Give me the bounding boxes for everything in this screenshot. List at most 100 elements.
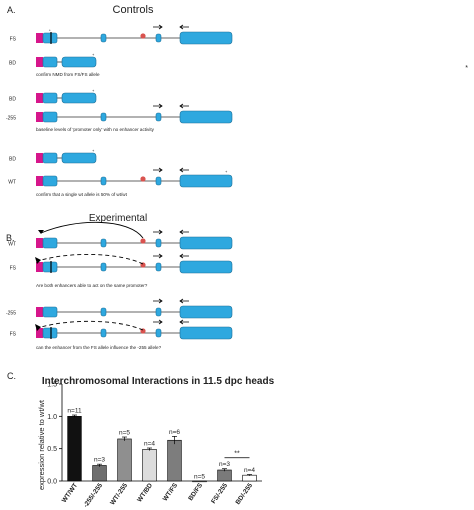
exon-2 xyxy=(100,262,107,272)
n-label: n=6 xyxy=(169,429,180,436)
forward-primer-arrow xyxy=(153,253,163,259)
exon-3 xyxy=(155,307,162,317)
category-label: WT/WT xyxy=(61,482,79,504)
exon-3 xyxy=(155,328,162,338)
enhancer-interaction-arc xyxy=(40,221,144,239)
enhancer-dot xyxy=(140,33,146,39)
exon-4 xyxy=(179,260,233,274)
promoter-box xyxy=(36,112,43,122)
chart-title: Interchromosomal Interactions in 11.5 dp… xyxy=(42,376,275,387)
n-label: n=3 xyxy=(219,461,230,468)
bar-6 xyxy=(217,469,232,482)
caption: baseline levels of 'promoter only' with … xyxy=(36,127,155,132)
reverse-primer-arrow xyxy=(179,319,189,325)
marker-dot: + xyxy=(225,169,228,174)
marker-dot: + xyxy=(92,88,95,93)
promoter-box xyxy=(36,93,43,103)
exon-3 xyxy=(155,262,162,272)
promoter-box xyxy=(36,328,43,338)
exon-2 xyxy=(100,238,107,248)
row-label: BD xyxy=(9,157,16,163)
exon-2 xyxy=(100,33,107,43)
promoter-box xyxy=(36,238,43,248)
forward-primer-arrow xyxy=(153,24,163,30)
row-label: FS xyxy=(10,266,17,272)
exon-4 xyxy=(179,110,233,124)
arc-arrowhead xyxy=(38,230,44,234)
gene-row-2-1: WT + xyxy=(8,167,233,188)
significance-label: ** xyxy=(234,451,240,458)
gene-row-e0-1: FS * xyxy=(10,253,233,274)
marker-dot: + xyxy=(92,148,95,153)
reverse-primer-arrow xyxy=(179,253,189,259)
exon-2 xyxy=(100,328,107,338)
gene-row-1-0: BD + xyxy=(9,88,97,104)
exon-4 xyxy=(179,236,233,250)
bar-1 xyxy=(92,465,107,482)
forward-primer-arrow xyxy=(153,229,163,235)
enhancer-dashed-arc xyxy=(40,253,144,265)
gene-row-0-0: FS * xyxy=(10,24,233,45)
exon-3 xyxy=(155,33,162,43)
controls-title: Controls xyxy=(113,4,154,16)
exon-1 xyxy=(42,261,58,273)
row-label: BD xyxy=(9,97,16,103)
promoter-box xyxy=(36,33,43,43)
panel-c-label: C. xyxy=(7,371,16,381)
exon-1 xyxy=(42,56,58,68)
reverse-primer-arrow xyxy=(179,298,189,304)
bar-0 xyxy=(67,416,82,482)
exon-1 xyxy=(42,111,58,123)
exon-1 xyxy=(42,32,58,44)
promoter-box xyxy=(36,262,43,272)
y-tick-label: 1.0 xyxy=(47,414,57,421)
experimental-schematics: WT FS * Are both enhancers able to act on t… xyxy=(6,221,233,350)
panel-a-label: A. xyxy=(7,5,16,15)
caption: confirm NMD from FS/FS allele xyxy=(36,72,100,77)
marker-dot: + xyxy=(92,52,95,57)
forward-primer-arrow xyxy=(153,319,163,325)
arc-arrowhead xyxy=(35,257,41,264)
gene-row-0-1: BD + xyxy=(9,52,97,68)
gene-row-1-1: -255 xyxy=(6,103,233,124)
forward-primer-arrow xyxy=(153,167,163,173)
exon-4 xyxy=(179,326,233,340)
enhancer-dot xyxy=(140,238,146,244)
gene-row-2-0: BD + xyxy=(9,148,97,164)
forward-primer-arrow xyxy=(153,298,163,304)
side-mark: * xyxy=(465,65,468,72)
exon-2-fused xyxy=(61,92,97,104)
n-label: n=5 xyxy=(194,474,205,481)
exon-1 xyxy=(42,152,58,164)
y-tick-label: 0.5 xyxy=(47,446,57,453)
experimental-title: Experimental xyxy=(89,213,147,224)
exon-3 xyxy=(155,176,162,186)
bar-chart: Interchromosomal Interactions in 11.5 dp… xyxy=(37,376,275,509)
panel-b-label: B. xyxy=(6,233,15,243)
caption: Are both enhancers able to act on the sa… xyxy=(36,283,148,288)
y-tick-label: 0.0 xyxy=(47,479,57,486)
category-label: -255/-255 xyxy=(82,482,104,509)
exon-1 xyxy=(42,237,58,249)
chart-y-label: expression relative to wt/wt xyxy=(37,399,46,490)
exon-1 xyxy=(42,327,58,339)
n-label: n=4 xyxy=(244,467,255,474)
row-label: -255 xyxy=(6,311,16,317)
enhancer-dot xyxy=(140,176,146,182)
bar-5 xyxy=(192,480,207,483)
n-label: n=3 xyxy=(94,457,105,464)
exon-2-fused xyxy=(61,56,97,68)
category-label: BD/-255 xyxy=(235,482,255,506)
promoter-box xyxy=(36,307,43,317)
gene-row-e0-0: WT xyxy=(8,229,233,250)
bar-7 xyxy=(242,474,257,482)
arc-arrowhead xyxy=(35,324,41,331)
exon-2 xyxy=(100,307,107,317)
exon-4 xyxy=(179,305,233,319)
caption: can the enhancer from the FS allele infl… xyxy=(36,345,162,350)
reverse-primer-arrow xyxy=(179,167,189,173)
exon-2-fused xyxy=(61,152,97,164)
n-label: n=11 xyxy=(67,408,82,415)
category-label: FS/-255 xyxy=(210,482,229,505)
